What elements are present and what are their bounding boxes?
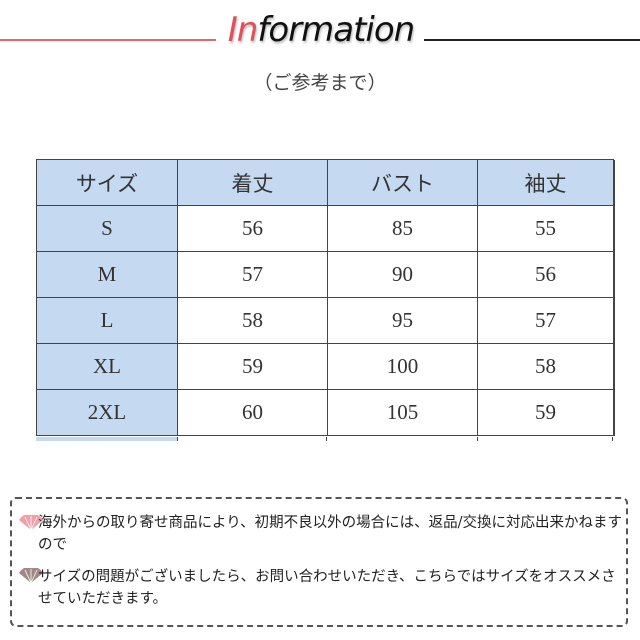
table-tail-line [477,437,478,441]
table-row: M 57 90 56 [36,251,615,298]
table-tail-line [612,437,613,441]
value-cell: 56 [177,205,328,252]
size-cell: 2XL [36,389,178,436]
size-cell: M [36,251,178,298]
table-row: XL 59 100 58 [36,343,615,390]
notes-box [10,497,628,627]
value-cell: 59 [177,343,328,390]
column-header: サイズ [36,159,178,206]
table-row: S 56 85 55 [36,205,615,252]
table-tail-line [177,437,178,441]
fan-icon [19,568,43,584]
value-cell: 55 [477,205,614,252]
partial-column [613,343,615,390]
table-tail [36,437,177,441]
size-table: サイズ 着丈 バスト 袖丈 S 56 85 55 M 57 90 56 L 58 95 57 XL 59 1… [36,159,615,436]
column-header: 着丈 [177,159,328,206]
divider-right [424,39,640,41]
value-cell: 85 [327,205,478,252]
table-tail-line [326,437,327,441]
column-header: バスト [327,159,478,206]
table-row: 2XL 60 105 59 [36,389,615,436]
note-text: 海外からの取り寄せ商品により、初期不良以外の場合には、返品/交換に対応出来かねま… [38,515,623,553]
fan-icon [19,515,43,531]
column-header: 袖丈 [477,159,614,206]
partial-column [613,389,615,436]
page-title: Information [218,10,424,50]
size-cell: XL [36,343,178,390]
value-cell: 95 [327,297,478,344]
subtitle: （ご参考まで） [253,72,387,94]
value-cell: 90 [327,251,478,298]
value-cell: 59 [477,389,614,436]
value-cell: 105 [327,389,478,436]
partial-column [613,251,615,298]
partial-column [613,159,615,206]
value-cell: 57 [177,251,328,298]
title-accent: In [227,10,259,50]
title-rest: formation [257,10,415,50]
value-cell: 58 [177,297,328,344]
partial-column [613,205,615,252]
value-cell: 57 [477,297,614,344]
partial-column [613,297,615,344]
size-cell: S [36,205,178,252]
value-cell: 58 [477,343,614,390]
divider-left [0,39,216,41]
table-row: L 58 95 57 [36,297,615,344]
value-cell: 60 [177,389,328,436]
value-cell: 100 [327,343,478,390]
size-cell: L [36,297,178,344]
table-header-row: サイズ 着丈 バスト 袖丈 [36,159,615,206]
note-text: サイズの問題がございましたら、お問い合わせいただき、こちらではサイズをオススメさ… [38,569,616,607]
value-cell: 56 [477,251,614,298]
